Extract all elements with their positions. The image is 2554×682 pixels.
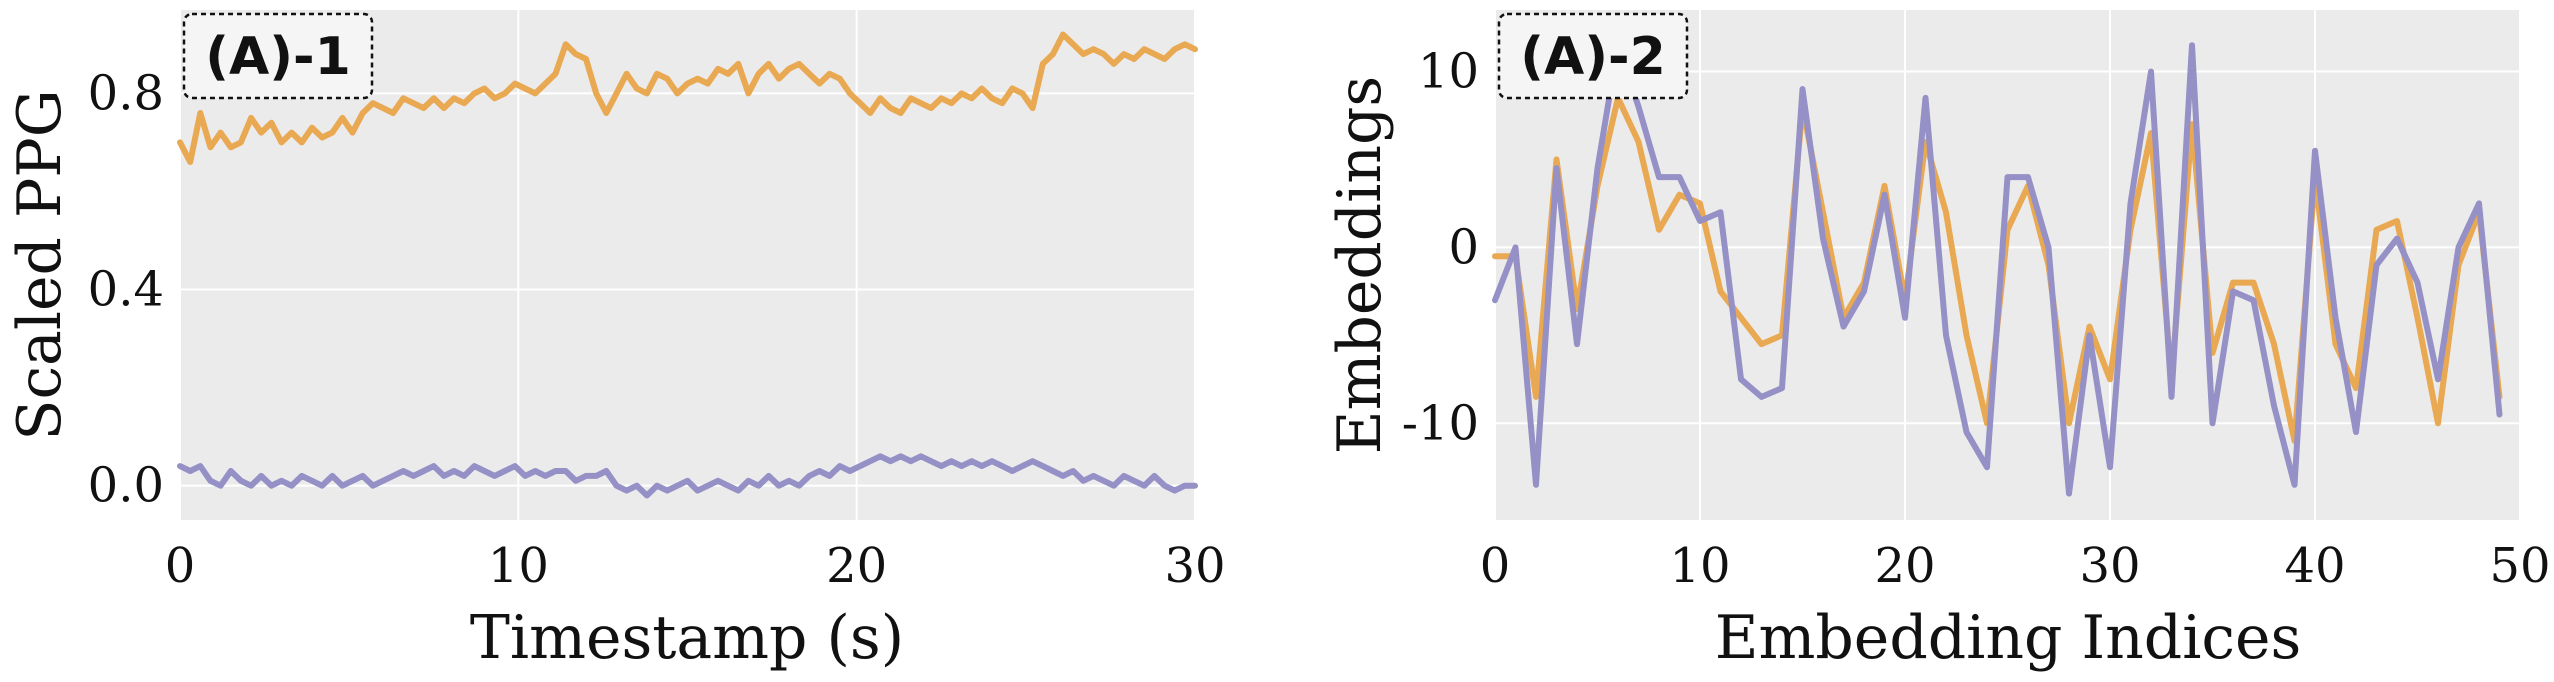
x-tick-label: 0	[1480, 538, 1511, 594]
x-tick-label: 10	[1669, 538, 1730, 594]
panel-a2: 0 10 20 30 40 50 -10 0 10 Embedding Indices Emb…	[1325, 10, 2551, 673]
panel-label-box	[1497, 12, 1689, 100]
y-tick-labels: -10 0 10	[1402, 44, 1479, 452]
x-axis-label: Timestamp (s)	[470, 603, 904, 673]
x-tick-label: 20	[1874, 538, 1935, 594]
y-tick-label: 10	[1418, 44, 1479, 100]
y-axis-label: Scaled PPG	[5, 89, 75, 440]
x-tick-labels: 0 10 20 30 40 50	[1480, 538, 2551, 594]
series-line-orange	[177, 31, 1198, 165]
y-tick-label: 0.0	[88, 458, 164, 514]
x-tick-label: 10	[488, 538, 549, 594]
x-tick-label: 40	[2284, 538, 2345, 594]
series-line-purple	[177, 453, 1198, 499]
x-tick-label: 20	[826, 538, 887, 594]
panel-label: (A)-2	[1520, 27, 1666, 87]
x-axis-label: Embedding Indices	[1715, 603, 2302, 673]
y-tick-labels: 0.0 0.4 0.8	[88, 65, 164, 513]
series-line-purple	[1492, 42, 2503, 497]
panel-a1: 0 10 20 30 0.0 0.4 0.8 Timestamp (s) Scaled P…	[5, 10, 1226, 673]
y-tick-label: 0	[1448, 219, 1479, 275]
x-tick-labels: 0 10 20 30	[165, 538, 1226, 594]
panel-label: (A)-1	[205, 27, 351, 87]
series-group	[1492, 42, 2503, 497]
series-group	[177, 31, 1198, 499]
panel-label-box	[182, 12, 374, 100]
x-tick-label: 30	[1164, 538, 1225, 594]
y-tick-label: 0.4	[88, 262, 164, 318]
x-tick-label: 30	[2079, 538, 2140, 594]
x-tick-label: 50	[2489, 538, 2550, 594]
x-tick-label: 0	[165, 538, 196, 594]
y-axis-label: Embeddings	[1325, 76, 1395, 454]
y-tick-label: 0.8	[88, 65, 164, 121]
y-tick-label: -10	[1402, 395, 1479, 451]
